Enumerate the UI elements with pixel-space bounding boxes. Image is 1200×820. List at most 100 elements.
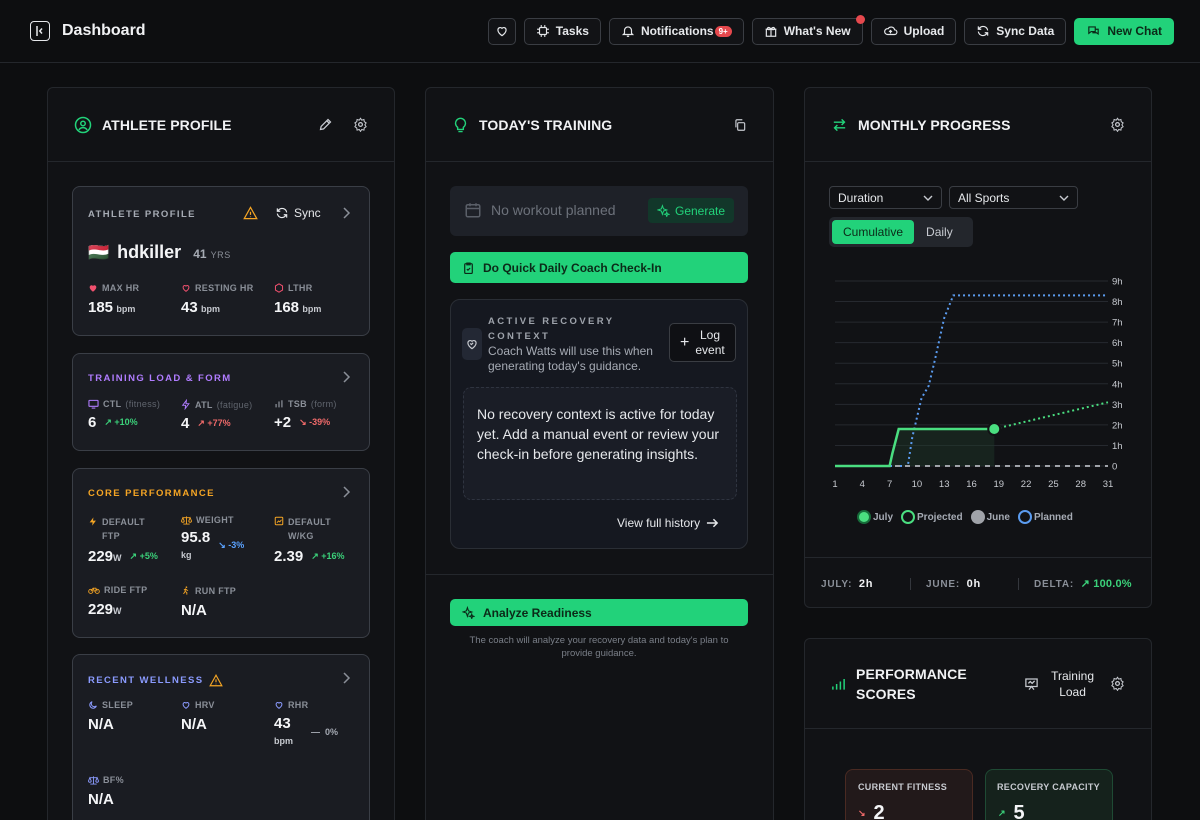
whats-new-button[interactable]: What's New <box>751 14 865 45</box>
log-event-label-1: Log <box>700 327 721 342</box>
analyze-label: Analyze Readiness <box>483 605 592 620</box>
athlete-profile-title: ATHLETE PROFILE <box>102 116 232 133</box>
notifications-button[interactable]: Notifications 9+ <box>608 17 744 45</box>
new-chat-button[interactable]: New Chat <box>1074 17 1174 45</box>
sidebar-toggle-icon[interactable] <box>30 21 50 41</box>
x-tick-label: 4 <box>860 479 865 490</box>
chevron-right-icon[interactable] <box>341 672 351 684</box>
heart-handshake-icon <box>462 328 482 360</box>
gear-icon[interactable] <box>1110 676 1125 691</box>
legend-june[interactable]: June <box>970 510 1010 524</box>
copy-icon[interactable] <box>733 118 747 132</box>
monthly-progress-panel: MONTHLY PROGRESS Duration All Sports Cum… <box>804 87 1152 608</box>
warning-icon <box>243 206 258 220</box>
generate-label: Generate <box>675 203 726 218</box>
recovery-desc-2: generating today's guidance. <box>488 359 642 373</box>
favorites-button[interactable] <box>487 17 516 45</box>
tasks-button[interactable]: Tasks <box>523 17 601 45</box>
series-line-planned <box>835 294 1108 467</box>
weight-trend: ↘ -3% <box>218 540 245 550</box>
plus-icon: + <box>680 333 690 351</box>
chevron-down-icon <box>923 195 933 201</box>
legend-projected[interactable]: Projected <box>901 510 963 524</box>
recovery-capacity-card[interactable]: RECOVERY CAPACITY ↗ 5 <box>985 769 1113 820</box>
chevron-down-icon <box>1059 195 1069 201</box>
generate-button[interactable]: Generate <box>648 198 735 223</box>
page-title: Dashboard <box>62 22 146 39</box>
upload-button[interactable]: Upload <box>870 17 957 45</box>
legend-june-label: June <box>986 511 1010 523</box>
x-tick-label: 1 <box>832 479 837 490</box>
core-performance-card[interactable]: CORE PERFORMANCE DEFAULT FTP 229W ↗ +5% WE… <box>72 468 370 638</box>
scale-icon <box>181 516 192 525</box>
sport-select[interactable]: All Sports <box>949 186 1078 209</box>
delta-summary-label: DELTA: <box>1034 579 1074 590</box>
bolt-icon <box>89 517 96 526</box>
rhr-label: RHR <box>288 700 309 710</box>
hrv-value: N/A <box>181 716 207 733</box>
analyze-readiness-button[interactable]: Analyze Readiness <box>450 599 748 626</box>
delta-summary-number: 100.0% <box>1093 578 1132 590</box>
checkin-label: Do Quick Daily Coach Check-In <box>483 260 662 275</box>
chevron-right-icon[interactable] <box>341 371 351 383</box>
wkg-value: 2.39 <box>274 548 304 565</box>
weight-label: WEIGHT <box>196 515 234 525</box>
heart-icon <box>497 27 507 37</box>
max-hr-unit: bpm <box>116 304 136 314</box>
june-summary-label: JUNE: <box>926 578 961 590</box>
x-tick-label: 7 <box>887 479 892 490</box>
x-tick-label: 19 <box>994 479 1005 490</box>
recent-wellness-card[interactable]: RECENT WELLNESS SLEEP N/A HRV N/A RHR 43… <box>72 654 370 820</box>
new-chat-label: New Chat <box>1107 24 1162 38</box>
training-load-button[interactable]: Training Load <box>1024 668 1094 700</box>
athlete-profile-card[interactable]: ATHLETE PROFILE Sync 🇭🇺 hdkiller 41 YRS … <box>72 186 370 336</box>
view-history-link[interactable]: View full history <box>617 516 719 530</box>
tsb-sub: (form) <box>310 399 337 409</box>
chevron-right-icon[interactable] <box>341 486 351 498</box>
july-area <box>835 429 995 466</box>
x-tick-label: 22 <box>1021 479 1032 490</box>
wkg-label-2: W/KG <box>288 531 314 541</box>
legend-planned[interactable]: Planned <box>1017 510 1073 524</box>
whats-new-label: What's New <box>783 24 851 38</box>
athlete-profile-panel: ATHLETE PROFILE ATHLETE PROFILE Sync 🇭🇺 … <box>47 87 395 820</box>
daily-checkin-button[interactable]: Do Quick Daily Coach Check-In <box>450 252 748 283</box>
current-point-marker <box>987 422 1002 436</box>
metric-select[interactable]: Duration <box>829 186 942 209</box>
view-history-label: View full history <box>617 516 701 530</box>
performance-title-2: SCORES <box>856 685 916 702</box>
sync-data-button[interactable]: Sync Data <box>964 17 1067 45</box>
profile-sync-button[interactable]: Sync <box>275 206 321 220</box>
analyze-note-2: provide guidance. <box>561 648 637 659</box>
y-tick-label: 7h <box>1112 318 1123 329</box>
bf-value: N/A <box>88 791 114 808</box>
heart-icon <box>182 702 190 709</box>
x-tick-label: 31 <box>1103 479 1114 490</box>
analyze-note-1: The coach will analyze your recovery dat… <box>469 635 729 646</box>
gear-icon[interactable] <box>353 117 368 132</box>
log-event-button[interactable]: + Log event <box>669 323 736 362</box>
trend-down-icon: ↘ <box>858 808 866 818</box>
arrow-right-icon <box>707 518 719 528</box>
chevron-right-icon[interactable] <box>341 207 351 219</box>
monthly-progress-title: MONTHLY PROGRESS <box>858 116 1011 133</box>
gear-icon[interactable] <box>1110 117 1125 132</box>
legend-july[interactable]: July <box>857 510 893 524</box>
resting-hr-value: 43 <box>181 299 198 316</box>
pencil-icon[interactable] <box>318 117 333 132</box>
training-load-card[interactable]: TRAINING LOAD & FORM CTL (fitness) 6 ↗ +10… <box>72 353 370 451</box>
view-toggle: Cumulative Daily <box>829 217 973 247</box>
ftp-value: 229 <box>88 548 114 565</box>
ctl-value: 6 <box>88 414 97 431</box>
heart-filled-icon <box>89 285 97 292</box>
notifications-badge: 9+ <box>714 25 732 37</box>
tsb-label: TSB <box>288 399 307 409</box>
legend-planned-label: Planned <box>1033 511 1073 523</box>
ctl-metric: CTL (fitness) 6 ↗ +10% <box>88 399 160 431</box>
lthr-label: LTHR <box>288 283 313 293</box>
daily-toggle[interactable]: Daily <box>926 225 953 239</box>
cumulative-toggle[interactable]: Cumulative <box>832 220 915 244</box>
current-fitness-card[interactable]: CURRENT FITNESS ↘ 2 <box>845 769 973 820</box>
refresh-icon <box>276 207 288 219</box>
hrv-label: HRV <box>195 700 215 710</box>
